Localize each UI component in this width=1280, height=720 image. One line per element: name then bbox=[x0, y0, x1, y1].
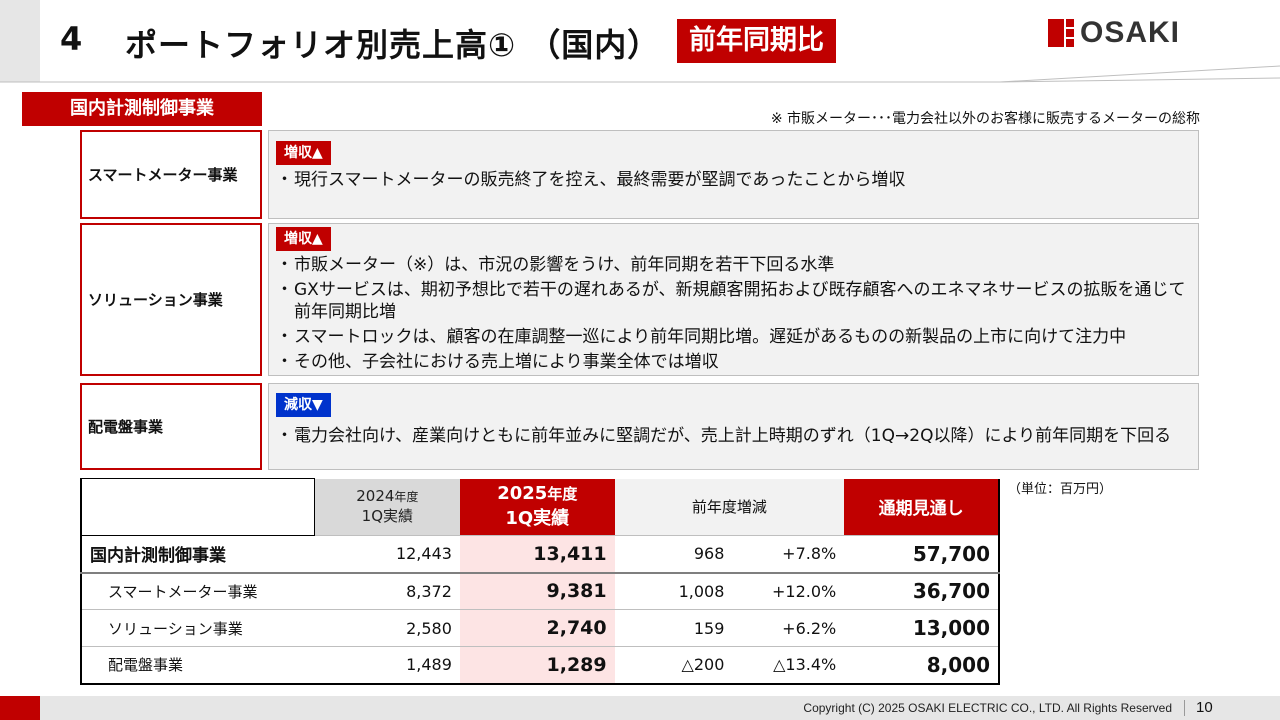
segment-name-smart-meter: スマートメーター事業 bbox=[80, 130, 262, 219]
cell-2024: 12,443 bbox=[314, 535, 460, 574]
cell-diff: 1,008 bbox=[614, 572, 733, 610]
segment-bullets-smart-meter: 現行スマートメーターの販売終了を控え、最終需要が堅調であったことから増収 bbox=[276, 169, 1186, 194]
bullet-item: スマートロックは、顧客の在庫調整一巡により前年同期比増。遅延があるものの新製品の… bbox=[276, 326, 1186, 348]
table-corner bbox=[80, 478, 315, 536]
cell-2025: 2,740 bbox=[459, 609, 615, 647]
cell-2025: 9,381 bbox=[459, 572, 615, 610]
segment-bullets-solution: 市販メーター（※）は、市況の影響をうけ、前年同期を若干下回る水準 GXサービスは… bbox=[276, 254, 1186, 376]
cell-forecast: 36,700 bbox=[844, 572, 999, 610]
revenue-up-tag: 増収▲ bbox=[276, 141, 331, 165]
revenue-up-tag: 増収▲ bbox=[276, 227, 331, 251]
table-row: ソリューション事業 2,580 2,740 159 +6.2% 13,000 bbox=[81, 609, 999, 647]
cell-diff: 159 bbox=[614, 609, 733, 647]
section-number: 4 bbox=[60, 20, 83, 58]
sales-table: 2024年度 1Q実績 2025年度 1Q実績 前年度増減 通期見通し 国内計測… bbox=[80, 478, 1000, 685]
table-row: 国内計測制御事業 12,443 13,411 968 +7.8% 57,700 bbox=[81, 535, 999, 574]
header-stripe bbox=[0, 0, 40, 82]
logo-mark-icon bbox=[1048, 19, 1074, 47]
cell-diff: △200 bbox=[614, 646, 733, 685]
revenue-down-tag: 減収▼ bbox=[276, 393, 331, 417]
header-full-year-forecast: 通期見通し bbox=[844, 478, 999, 536]
cell-pct: +12.0% bbox=[732, 572, 845, 610]
header: 4 ポートフォリオ別売上高① （国内） 前年同期比 OSAKI bbox=[0, 0, 1280, 83]
title-badge: 前年同期比 bbox=[677, 19, 836, 63]
cell-2024: 1,489 bbox=[314, 646, 460, 685]
header-yoy-change: 前年度増減 bbox=[614, 478, 845, 536]
footnote: ※ 市販メーター･･･電力会社以外のお客様に販売するメーターの総称 bbox=[770, 111, 1200, 127]
header-2025-1q: 2025年度 1Q実績 bbox=[459, 478, 615, 536]
footer-divider bbox=[1184, 700, 1185, 716]
row-label: 国内計測制御事業 bbox=[81, 535, 315, 574]
footer-bar bbox=[0, 696, 1280, 720]
segment-name-switchboard: 配電盤事業 bbox=[80, 383, 262, 470]
table-header-row: 2024年度 1Q実績 2025年度 1Q実績 前年度増減 通期見通し bbox=[80, 478, 999, 536]
table-row: スマートメーター事業 8,372 9,381 1,008 +12.0% 36,7… bbox=[81, 572, 999, 610]
header-2024-1q: 2024年度 1Q実績 bbox=[314, 478, 460, 536]
segment-name-solution: ソリューション事業 bbox=[80, 223, 262, 376]
bullet-item: 市販メーター（※）は、市況の影響をうけ、前年同期を若干下回る水準 bbox=[276, 254, 1186, 276]
copyright: Copyright (C) 2025 OSAKI ELECTRIC CO., L… bbox=[803, 701, 1172, 715]
unit-label: （単位：百万円） bbox=[1008, 482, 1113, 497]
cell-pct: △13.4% bbox=[732, 646, 845, 685]
cell-2024: 2,580 bbox=[314, 609, 460, 647]
section-label: 国内計測制御事業 bbox=[22, 92, 262, 126]
cell-2025: 13,411 bbox=[459, 535, 615, 574]
cell-pct: +7.8% bbox=[732, 535, 845, 574]
cell-pct: +6.2% bbox=[732, 609, 845, 647]
logo-text: OSAKI bbox=[1080, 16, 1181, 49]
row-label: スマートメーター事業 bbox=[81, 572, 315, 610]
page-title: ポートフォリオ別売上高① （国内） bbox=[125, 26, 661, 64]
bullet-item: GXサービスは、期初予想比で若干の遅れあるが、新規顧客開拓および既存顧客へのエネ… bbox=[276, 279, 1186, 323]
cell-forecast: 57,700 bbox=[844, 535, 999, 574]
row-label: 配電盤事業 bbox=[81, 646, 315, 685]
bullet-item: 電力会社向け、産業向けともに前年並みに堅調だが、売上計上時期のずれ（1Q→2Q以… bbox=[276, 425, 1186, 447]
header-divider-lines bbox=[0, 65, 1280, 83]
table-row: 配電盤事業 1,489 1,289 △200 △13.4% 8,000 bbox=[81, 646, 999, 685]
cell-forecast: 8,000 bbox=[844, 646, 999, 685]
cell-2024: 8,372 bbox=[314, 572, 460, 610]
cell-forecast: 13,000 bbox=[844, 609, 999, 647]
bullet-item: 現行スマートメーターの販売終了を控え、最終需要が堅調であったことから増収 bbox=[276, 169, 1186, 191]
company-logo: OSAKI bbox=[1048, 16, 1181, 49]
cell-2025: 1,289 bbox=[459, 646, 615, 685]
bullet-item: その他、子会社における売上増により事業全体では増収 bbox=[276, 351, 1186, 373]
footer-accent bbox=[0, 696, 40, 720]
row-label: ソリューション事業 bbox=[81, 609, 315, 647]
cell-diff: 968 bbox=[614, 535, 733, 574]
page-number: 10 bbox=[1196, 699, 1213, 716]
segment-bullets-switchboard: 電力会社向け、産業向けともに前年並みに堅調だが、売上計上時期のずれ（1Q→2Q以… bbox=[276, 425, 1186, 450]
